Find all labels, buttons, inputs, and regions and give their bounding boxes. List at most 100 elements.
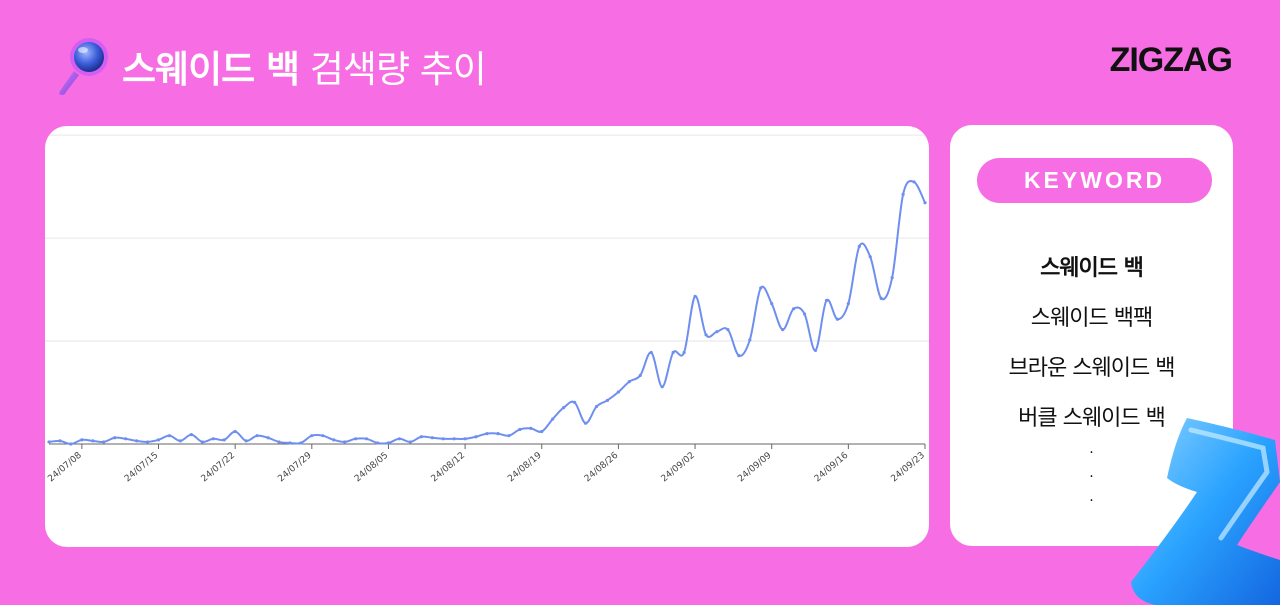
data-point <box>69 442 73 446</box>
data-point <box>693 294 697 298</box>
data-point <box>189 433 193 437</box>
data-point <box>167 434 172 438</box>
x-tick-label: 24/09/09 <box>736 450 774 484</box>
x-tick-label: 24/07/15 <box>123 451 160 485</box>
data-point <box>583 421 588 425</box>
chart-card: 24/07/08 24/07/15 24/07/22 24/07/29 24/08/05… <box>45 126 929 547</box>
data-point <box>594 404 599 409</box>
data-point <box>211 437 215 441</box>
data-point <box>430 436 434 440</box>
data-point <box>518 427 522 432</box>
zigzag-z-mascot-icon <box>1131 418 1280 605</box>
zigzag-logo: ZIGZAG <box>1109 41 1233 79</box>
data-point <box>770 302 774 306</box>
data-point <box>233 429 237 434</box>
data-point <box>759 286 763 290</box>
data-point <box>715 330 719 334</box>
x-tick-label: 24/09/16 <box>813 450 851 484</box>
data-point <box>649 350 653 355</box>
data-point <box>551 417 555 421</box>
data-point <box>310 434 314 438</box>
data-point <box>912 180 916 184</box>
x-tick-label: 24/07/22 <box>200 451 237 485</box>
keyword-list: 스웨이드 백 스웨이드 백팩 브라운 스웨이드 백 버클 스웨이드 백 <box>950 249 1233 449</box>
data-point <box>485 432 489 436</box>
data-point <box>573 400 577 404</box>
data-point <box>901 192 905 196</box>
keyword-item-active[interactable]: 스웨이드 백 <box>1040 256 1144 281</box>
keyword-header: KEYWORD <box>977 158 1212 203</box>
x-tick-label: 24/07/08 <box>46 450 84 484</box>
data-point <box>343 440 347 444</box>
keyword-item[interactable]: 스웨이드 백팩 <box>1030 306 1153 331</box>
data-point <box>726 328 730 332</box>
data-point <box>737 354 741 358</box>
data-point <box>638 373 642 377</box>
data-point <box>102 440 106 444</box>
data-point <box>923 201 927 205</box>
data-point <box>474 435 478 439</box>
title-suffix: 검색량 추이 <box>309 48 487 91</box>
x-tick-label: 24/09/02 <box>660 451 697 485</box>
data-point <box>266 436 270 440</box>
data-point <box>91 439 95 443</box>
keyword-item[interactable]: 브라운 스웨이드 백 <box>1008 356 1176 381</box>
data-point <box>408 440 412 444</box>
data-point <box>529 426 533 430</box>
x-tick-label: 24/07/29 <box>276 450 314 484</box>
data-point <box>540 429 544 434</box>
data-point <box>704 333 708 337</box>
data-point <box>682 350 686 355</box>
title-keyword: 스웨이드 백 <box>122 48 300 91</box>
x-tick-label: 24/08/05 <box>353 451 390 485</box>
x-tick-label: 24/08/19 <box>506 450 544 484</box>
data-point <box>879 296 883 300</box>
data-point <box>419 435 423 439</box>
data-point <box>857 244 861 248</box>
data-point <box>200 440 204 444</box>
data-point <box>156 438 161 442</box>
data-point <box>277 440 281 444</box>
keyword-item[interactable]: 버클 스웨이드 백 <box>1018 406 1166 431</box>
data-point <box>802 312 807 316</box>
data-point <box>386 441 391 445</box>
title-bar: 스웨이드 백 검색량 추이 <box>54 36 487 96</box>
data-point <box>375 441 380 445</box>
data-point <box>748 338 752 342</box>
data-point <box>80 438 84 442</box>
data-point <box>835 317 840 321</box>
x-tick-label: 24/09/23 <box>890 451 927 485</box>
series-line <box>48 180 926 445</box>
data-point <box>616 390 621 394</box>
data-point <box>222 438 226 442</box>
data-point <box>321 434 325 438</box>
data-point <box>890 276 894 280</box>
data-point <box>244 439 248 443</box>
data-point <box>868 255 872 259</box>
data-point <box>846 302 850 306</box>
data-point <box>145 440 150 444</box>
data-point <box>288 441 292 445</box>
data-point <box>452 437 456 441</box>
data-point <box>124 437 128 441</box>
more-keywords-ellipsis: · · · <box>1089 445 1094 509</box>
data-point <box>660 385 664 389</box>
page-title: 스웨이드 백 검색량 추이 <box>122 39 487 93</box>
data-point <box>299 441 303 445</box>
data-point <box>441 437 445 441</box>
data-point <box>562 406 566 410</box>
data-point <box>354 437 358 441</box>
search-volume-chart: 24/07/08 24/07/15 24/07/22 24/07/29 24/08/05… <box>45 134 929 485</box>
data-point <box>605 398 610 402</box>
data-point <box>58 439 62 443</box>
data-point <box>627 380 631 384</box>
data-point <box>397 437 401 441</box>
x-tick-label: 24/08/26 <box>583 450 621 484</box>
data-point <box>824 298 829 303</box>
data-point <box>364 437 369 441</box>
data-point <box>496 432 500 436</box>
data-point <box>178 439 182 443</box>
data-point <box>463 437 467 441</box>
data-point <box>781 328 785 332</box>
magnifier-icon <box>59 38 108 95</box>
